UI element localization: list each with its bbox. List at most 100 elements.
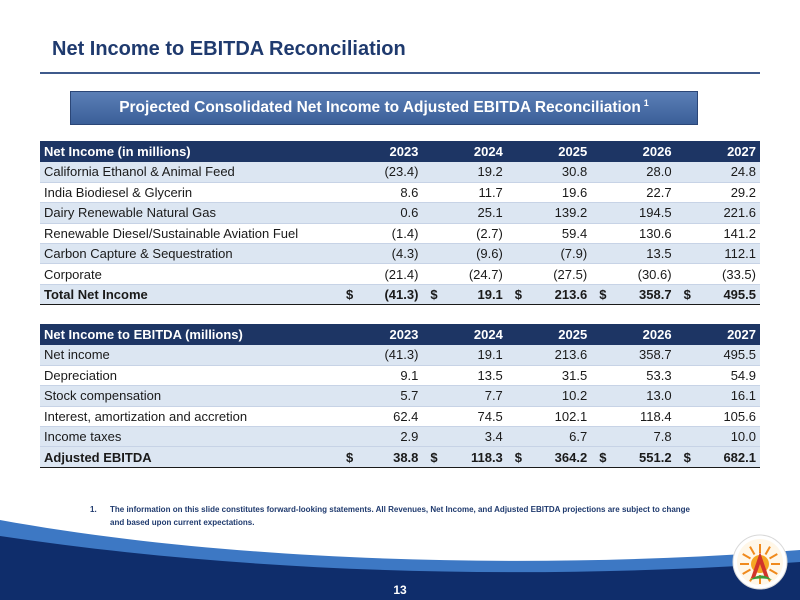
currency-symbol: $ xyxy=(683,449,691,465)
value-cell: (2.7) xyxy=(422,223,507,245)
row-label: Renewable Diesel/Sustainable Aviation Fu… xyxy=(40,223,339,245)
value-cell: 7.8 xyxy=(591,426,676,448)
value-cell: (9.6) xyxy=(422,243,507,265)
value-cell: 139.2 xyxy=(506,202,592,224)
value-cell: 13.0 xyxy=(591,385,676,407)
table-header-row: Net Income to EBITDA (millions) 2023 2024 2… xyxy=(40,324,760,345)
sun-ray xyxy=(769,568,778,575)
value-cell: (41.3) xyxy=(338,345,423,366)
value-cell: 31.5 xyxy=(506,365,592,387)
row-label: Carbon Capture & Sequestration xyxy=(40,243,339,265)
value-cell: 105.6 xyxy=(675,406,760,428)
section-banner: Projected Consolidated Net Income to Adj… xyxy=(70,91,698,125)
value-cell: 62.4 xyxy=(338,406,423,428)
total-value-cell: $19.1 xyxy=(422,283,507,306)
total-value-cell: $682.1 xyxy=(675,446,760,468)
header-year-cell: 2025 xyxy=(506,141,592,162)
header-year-cell: 2023 xyxy=(338,141,423,162)
sun-ray xyxy=(769,553,778,560)
header-label-cell: Net Income (in millions) xyxy=(40,141,339,162)
total-label: Adjusted EBITDA xyxy=(40,446,339,468)
value-cell: 112.1 xyxy=(675,243,760,265)
total-value: 551.2 xyxy=(639,449,672,465)
footnote-number: 1. xyxy=(90,505,97,514)
value-cell: 221.6 xyxy=(675,202,760,224)
value-cell: 25.1 xyxy=(422,202,507,224)
value-cell: 13.5 xyxy=(591,243,676,265)
value-cell: 24.8 xyxy=(675,162,760,183)
sun-ray xyxy=(749,546,756,555)
footnote: 1. The information on this slide constit… xyxy=(90,503,690,529)
currency-symbol: $ xyxy=(346,449,354,465)
value-cell: 28.0 xyxy=(591,162,676,183)
row-label: Depreciation xyxy=(40,365,339,387)
value-cell: 6.7 xyxy=(506,426,592,448)
value-cell: 141.2 xyxy=(675,223,760,245)
total-value-cell: $213.6 xyxy=(506,283,592,306)
total-row: Total Net Income $ (41.3) $19.1 $213.6 $358.7… xyxy=(40,283,760,306)
net-income-table: Net Income (in millions) 2023 2024 2025 2026… xyxy=(40,141,760,306)
value-cell: 54.9 xyxy=(675,365,760,387)
total-value: 682.1 xyxy=(723,449,756,465)
header-year-cell: 2026 xyxy=(591,324,676,345)
total-value: 495.5 xyxy=(723,287,756,303)
header-year-cell: 2024 xyxy=(422,141,507,162)
value-cell: 53.3 xyxy=(591,365,676,387)
banner-footnote-mark: 1 xyxy=(643,98,649,108)
table-row: Net income (41.3) 19.1 213.6 358.7 495.5 xyxy=(40,345,760,366)
total-value-cell: $38.8 xyxy=(338,446,423,468)
value-cell: 19.6 xyxy=(506,182,592,204)
footer-wave xyxy=(0,520,800,600)
value-cell: (21.4) xyxy=(338,263,423,285)
title-underline xyxy=(40,72,760,74)
total-value: 19.1 xyxy=(477,287,503,303)
banner-text: Projected Consolidated Net Income to Adj… xyxy=(119,99,641,116)
row-label: Dairy Renewable Natural Gas xyxy=(40,202,339,224)
total-value: (41.3) xyxy=(384,287,419,303)
table-row: Income taxes 2.9 3.4 6.7 7.8 10.0 xyxy=(40,426,760,448)
currency-symbol: $ xyxy=(514,287,523,303)
header-year-cell: 2027 xyxy=(675,324,760,345)
value-cell: (7.9) xyxy=(506,243,592,265)
value-cell: 3.4 xyxy=(422,426,507,448)
total-value: 213.6 xyxy=(554,287,588,303)
value-cell: (23.4) xyxy=(338,162,423,183)
value-cell: 495.5 xyxy=(675,345,760,366)
table-row: Corporate (21.4) (24.7) (27.5) (30.6) (33.5) xyxy=(40,263,760,285)
currency-symbol: $ xyxy=(599,449,607,465)
row-label: Stock compensation xyxy=(40,385,339,407)
currency-symbol: $ xyxy=(683,287,691,303)
row-label: India Biodiesel & Glycerin xyxy=(40,182,339,204)
total-value: 364.2 xyxy=(554,449,588,465)
table-header-row: Net Income (in millions) 2023 2024 2025 2026… xyxy=(40,141,760,162)
row-label: Net income xyxy=(40,345,339,366)
total-value-cell: $495.5 xyxy=(675,283,760,306)
value-cell: 118.4 xyxy=(591,406,676,428)
table-row: Stock compensation 5.7 7.7 10.2 13.0 16.1 xyxy=(40,385,760,407)
table-row: California Ethanol & Animal Feed (23.4) 19… xyxy=(40,162,760,183)
value-cell: 7.7 xyxy=(422,385,507,407)
header-year-cell: 2025 xyxy=(506,324,592,345)
total-value: 38.8 xyxy=(393,449,419,465)
value-cell: 0.6 xyxy=(338,202,423,224)
row-label: Corporate xyxy=(40,263,339,285)
sun-ray xyxy=(742,568,751,575)
value-cell: 30.8 xyxy=(506,162,592,183)
value-cell: 59.4 xyxy=(506,223,592,245)
table-row: Carbon Capture & Sequestration (4.3) (9.6)… xyxy=(40,243,760,265)
ebitda-reconciliation-table: Net Income to EBITDA (millions) 2023 2024 2… xyxy=(40,324,760,468)
value-cell: (33.5) xyxy=(675,263,760,285)
currency-symbol: $ xyxy=(430,449,438,465)
value-cell: (30.6) xyxy=(591,263,676,285)
value-cell: 213.6 xyxy=(506,345,592,366)
value-cell: (4.3) xyxy=(338,243,423,265)
header-year-cell: 2023 xyxy=(338,324,423,345)
value-cell: 19.2 xyxy=(422,162,507,183)
currency-symbol: $ xyxy=(346,287,354,303)
header-year-cell: 2024 xyxy=(422,324,507,345)
total-label: Total Net Income xyxy=(40,283,339,306)
total-value-cell: $358.7 xyxy=(591,283,676,306)
table-row: Renewable Diesel/Sustainable Aviation Fu… xyxy=(40,223,760,245)
value-cell: 11.7 xyxy=(422,182,507,204)
value-cell: 102.1 xyxy=(506,406,592,428)
